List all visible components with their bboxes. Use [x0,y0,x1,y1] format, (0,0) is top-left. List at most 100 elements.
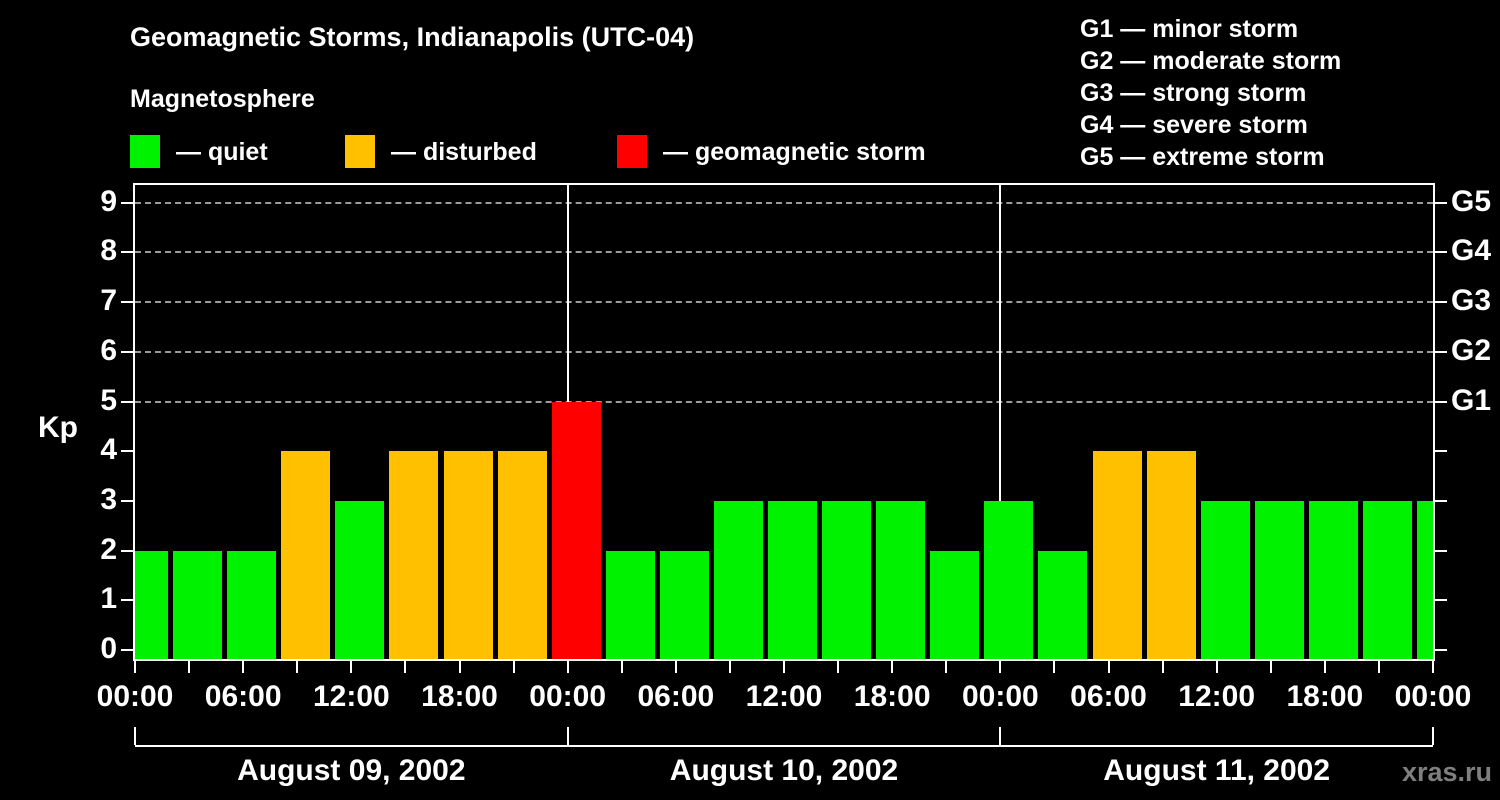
g-axis-tick [1435,251,1447,254]
g-axis-tick [1435,499,1447,502]
kp-bar [876,500,926,659]
time-tick-label: 18:00 [421,680,498,713]
g-axis-tick [1435,549,1447,552]
time-tick [783,661,785,673]
storm-legend-swatch [617,135,647,168]
time-tick [837,661,840,673]
time-tick [1053,661,1056,673]
time-tick-label: 12:00 [745,680,823,713]
kp-tick-label: 4 [100,433,117,467]
kp-bar [1092,451,1142,659]
kp-tick [121,400,133,403]
kp-tick [121,549,133,552]
time-tick [188,661,191,673]
quiet-legend-swatch [130,135,160,168]
plot-box [133,183,1435,661]
g-axis-tick [1435,350,1447,353]
day-boundary-line [999,185,1002,659]
date-label: August 10, 2002 [669,754,899,787]
g-axis-tick [1435,599,1447,602]
storm-scale-line: G5 — extreme storm [1080,143,1325,171]
g-level-label-g3: G3 [1451,284,1492,318]
time-tick [242,661,245,673]
page-title: Geomagnetic Storms, Indianapolis (UTC-04… [130,22,695,52]
kp-bar [659,550,709,659]
kp-tick [121,450,133,453]
storm-scale-line: G1 — minor storm [1080,15,1299,43]
quiet-legend-label: — quiet [176,138,268,166]
kp-bar [1362,500,1412,659]
kp-bar [335,500,385,659]
disturbed-legend-swatch [345,135,375,168]
time-tick-label: 00:00 [529,680,607,713]
kp-bar [1146,451,1196,659]
time-tick [350,661,353,673]
kp-tick-label: 5 [100,383,117,417]
kp-bar [1417,500,1433,659]
kp-tick [121,251,133,254]
date-separator-tick [134,727,136,745]
storm-scale-line: G4 — severe storm [1080,111,1308,139]
kp-tick [121,201,133,204]
kp-tick-label: 7 [100,284,117,318]
date-separator-tick [999,727,1002,745]
g-level-label-g2: G2 [1451,333,1492,367]
time-tick-label: 12:00 [1178,680,1256,713]
time-tick [1323,661,1326,673]
kp-bar [822,500,872,659]
g-axis-tick [1435,400,1447,403]
storm-scale-legend: G1 — minor storm G2 — moderate storm G3 — … [1080,13,1341,173]
kp-bar [1254,500,1304,659]
date-label: August 09, 2002 [237,754,466,787]
kp-tick [121,599,133,602]
time-tick [404,661,407,673]
time-tick-label: 18:00 [853,680,931,713]
y-axis-title: Kp [38,411,78,444]
magnetosphere-label: Magnetosphere [130,85,315,113]
kp-tick-label: 3 [100,482,117,516]
gridline-kp9 [135,201,1433,204]
time-tick-label: 18:00 [1286,680,1364,713]
time-tick-label: 00:00 [1394,680,1472,713]
kp-bar [281,451,331,659]
time-tick [134,661,136,673]
kp-tick [121,301,133,304]
time-tick-label: 06:00 [204,680,282,713]
plot-area [135,185,1433,659]
time-tick [1377,661,1380,673]
time-tick [620,661,623,673]
kp-bar [1038,550,1088,659]
time-tick [674,661,677,673]
gridline-kp7 [135,301,1433,304]
time-tick [945,661,948,673]
kp-tick [121,649,133,651]
g-axis-tick [1435,450,1447,453]
time-tick [1107,661,1110,673]
kp-bar [389,451,439,659]
g-axis-tick [1435,201,1447,204]
kp-bar [605,550,655,659]
gridline-kp6 [135,350,1433,353]
date-separator-tick [566,727,569,745]
time-tick [1215,661,1218,673]
kp-bar [497,451,547,659]
time-tick [728,661,731,673]
disturbed-legend-label: — disturbed [391,138,537,166]
date-separator-line [135,745,1433,747]
time-tick [891,661,894,673]
kp-tick-label: 9 [100,184,117,218]
time-tick [1269,661,1272,673]
g-level-label-g1: G1 [1451,383,1492,417]
g-axis-tick [1435,301,1447,304]
storm-legend-label: — geomagnetic storm [663,138,926,166]
kp-bar [984,500,1034,659]
time-tick-label: 00:00 [961,680,1039,713]
kp-tick-label: 8 [100,234,117,268]
g-level-label-g5: G5 [1451,184,1492,218]
watermark: xras.ru [1401,757,1492,787]
time-tick-label: 06:00 [637,680,715,713]
kp-tick [121,499,133,502]
kp-tick-label: 1 [100,582,117,616]
time-tick [1432,661,1434,673]
